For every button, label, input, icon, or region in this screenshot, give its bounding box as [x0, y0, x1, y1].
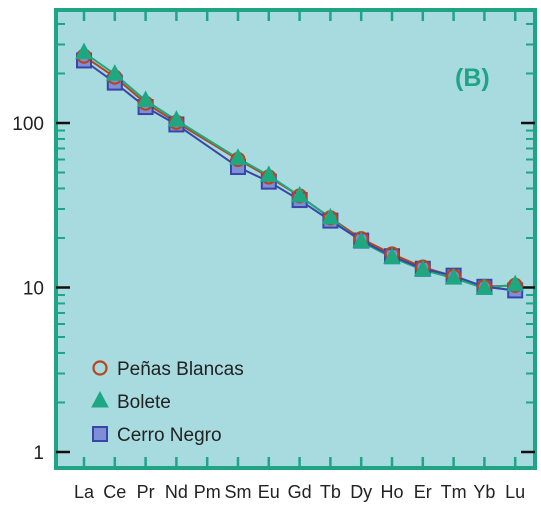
data-point — [290, 185, 309, 203]
data-point — [352, 231, 371, 249]
x-tick-label: Lu — [505, 482, 525, 502]
legend-marker — [91, 390, 109, 408]
data-point — [475, 278, 494, 295]
x-tick-label: Nd — [165, 482, 188, 502]
plot-background — [54, 8, 537, 470]
legend: Peñas Blancas Bolete Cerro Negro — [91, 359, 244, 446]
legend-marker — [92, 360, 108, 376]
legend-label: Bolete — [117, 392, 171, 413]
x-tick-label: Pm — [194, 482, 221, 502]
data-point — [321, 207, 340, 225]
legend-label: Cerro Negro — [117, 425, 222, 446]
data-point — [105, 64, 124, 81]
y-tick-label: 100 — [12, 114, 44, 135]
x-tick-labels: La Ce Pr Nd Pm Sm Eu Gd Tb Dy Ho Er Tm Yb Lu — [74, 482, 525, 502]
data-point — [167, 110, 186, 127]
data-point — [75, 42, 93, 60]
y-tick-labels: 1 10 100 — [12, 114, 44, 464]
x-tick-label: Gd — [288, 482, 312, 502]
legend-label: Peñas Blancas — [117, 359, 244, 380]
data-point — [444, 268, 463, 285]
x-tick-label: Er — [414, 482, 432, 502]
y-tick-label: 1 — [33, 443, 44, 464]
legend-marker — [92, 426, 108, 442]
data-point — [259, 165, 278, 182]
x-tick-label: Sm — [225, 482, 252, 502]
data-point — [413, 259, 432, 277]
data-point — [506, 274, 525, 292]
data-series — [75, 42, 525, 299]
data-point — [229, 148, 247, 165]
data-point — [136, 90, 155, 108]
axis-ticks — [56, 10, 535, 468]
panel-label: (B) — [455, 64, 490, 92]
x-tick-label: La — [74, 482, 95, 502]
x-tick-label: Dy — [350, 482, 372, 502]
x-tick-label: Ce — [103, 482, 126, 502]
x-tick-label: Yb — [473, 482, 495, 502]
x-tick-label: Pr — [137, 482, 155, 502]
x-tick-label: Eu — [258, 482, 280, 502]
x-tick-label: Tm — [441, 482, 467, 502]
x-tick-label: Tb — [320, 482, 341, 502]
data-point — [383, 247, 401, 265]
x-tick-label: Ho — [380, 482, 403, 502]
y-tick-label: 10 — [23, 279, 44, 300]
